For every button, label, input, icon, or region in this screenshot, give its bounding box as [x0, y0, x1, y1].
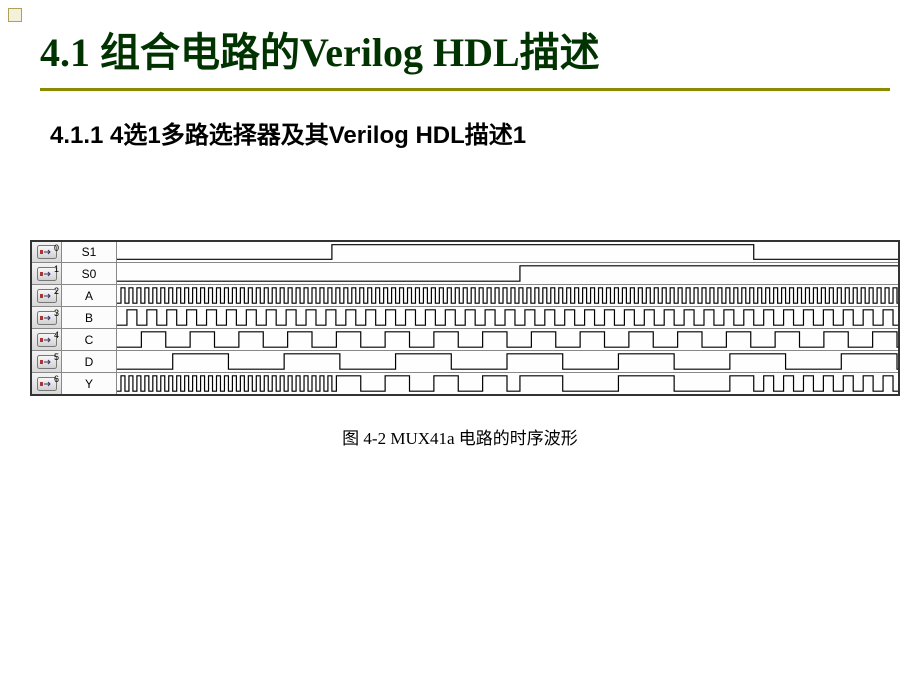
signal-mode-button[interactable]: 1	[32, 263, 62, 284]
waveform-viewer: 0S1 1S0 2A 3B 4C	[30, 240, 900, 396]
signal-mode-button[interactable]: 3	[32, 307, 62, 328]
signal-label: B	[62, 307, 117, 328]
waveform-canvas	[117, 307, 898, 328]
subtitle-prefix: 4.1.1 4选1多路选择器及其	[50, 122, 329, 149]
waveform-canvas	[117, 285, 898, 306]
waveform-canvas	[117, 329, 898, 350]
subtitle-en: Verilog HDL	[329, 122, 465, 149]
title-cn-suffix: 描述	[520, 30, 600, 75]
row-index: 2	[54, 286, 59, 296]
row-index: 1	[54, 264, 59, 274]
signal-mode-button[interactable]: 0	[32, 242, 62, 262]
section-subtitle: 4.1.1 4选1多路选择器及其Verilog HDL描述1	[50, 115, 890, 150]
waveform-row: 1S0	[32, 262, 898, 284]
row-index: 4	[54, 330, 59, 340]
row-index: 3	[54, 308, 59, 318]
row-index: 5	[54, 352, 59, 362]
signal-mode-button[interactable]: 2	[32, 285, 62, 306]
waveform-row: 4C	[32, 328, 898, 350]
waveform-row: 6Y	[32, 372, 898, 394]
waveform-canvas	[117, 263, 898, 284]
waveform-row: 2A	[32, 284, 898, 306]
page-title: 4.1 组合电路的Verilog HDL描述	[40, 20, 890, 91]
waveform-row: 0S1	[32, 240, 898, 262]
corner-decoration	[8, 8, 22, 22]
signal-label: Y	[62, 373, 117, 394]
waveform-row: 5D	[32, 350, 898, 372]
signal-label: S1	[62, 242, 117, 262]
signal-mode-button[interactable]: 5	[32, 351, 62, 372]
figure-caption: 图 4-2 MUX41a 电路的时序波形	[30, 424, 890, 449]
waveform-row: 3B	[32, 306, 898, 328]
waveform-canvas	[117, 373, 898, 394]
row-index: 6	[54, 374, 59, 384]
slide: 4.1 组合电路的Verilog HDL描述 4.1.1 4选1多路选择器及其V…	[0, 0, 920, 690]
signal-mode-button[interactable]: 4	[32, 329, 62, 350]
subtitle-suffix: 描述1	[465, 122, 526, 149]
row-index: 0	[54, 243, 59, 253]
signal-label: A	[62, 285, 117, 306]
signal-label: S0	[62, 263, 117, 284]
waveform-canvas	[117, 242, 898, 262]
title-cn-prefix: 4.1 组合电路的	[40, 30, 300, 75]
signal-label: D	[62, 351, 117, 372]
signal-mode-button[interactable]: 6	[32, 373, 62, 394]
signal-label: C	[62, 329, 117, 350]
title-en: Verilog HDL	[300, 30, 520, 75]
waveform-canvas	[117, 351, 898, 372]
